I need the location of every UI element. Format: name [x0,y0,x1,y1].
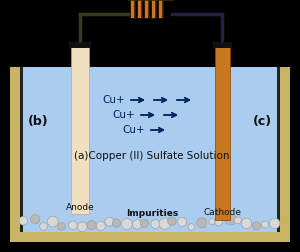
Bar [130,0,135,18]
Text: Cathode: Cathode [203,208,241,217]
Text: Cu+: Cu+ [112,110,135,120]
Circle shape [168,217,176,225]
Circle shape [87,220,96,230]
Bar [152,0,155,18]
Circle shape [252,222,260,230]
Bar [20,67,23,232]
Bar [144,0,149,18]
Bar [23,0,277,67]
Bar [10,67,20,242]
Bar [69,42,91,48]
Bar [215,42,230,220]
Circle shape [140,219,148,228]
Text: Impurities: Impurities [126,209,178,218]
Circle shape [40,223,47,230]
Text: Anode: Anode [66,203,94,212]
Circle shape [197,218,207,228]
Text: (a)Copper (II) Sulfate Solution: (a)Copper (II) Sulfate Solution [74,151,230,161]
Bar [137,0,142,18]
Circle shape [31,214,40,224]
Text: Cu+: Cu+ [102,95,125,105]
Text: Cu+: Cu+ [122,125,145,135]
Bar [213,42,232,48]
Circle shape [209,218,215,225]
Circle shape [225,214,236,225]
Circle shape [96,221,105,231]
Circle shape [188,224,195,230]
Circle shape [215,218,222,226]
Circle shape [262,221,268,228]
Circle shape [235,217,241,224]
Circle shape [269,218,280,229]
Circle shape [19,216,28,225]
Circle shape [77,222,87,232]
Circle shape [178,217,187,227]
Circle shape [112,219,121,227]
Bar [159,0,162,18]
Circle shape [105,217,114,226]
Bar [71,42,89,214]
Bar [145,0,148,18]
Bar [138,0,141,18]
Circle shape [133,220,142,229]
Circle shape [159,218,170,229]
Bar [158,0,163,18]
Text: (c): (c) [253,115,272,129]
Bar [131,0,134,18]
Bar [280,67,290,242]
Circle shape [121,218,132,230]
Bar [20,67,280,232]
Circle shape [151,220,160,228]
Bar [277,67,280,232]
Bar [151,0,156,18]
Text: (b): (b) [28,115,49,129]
Circle shape [241,218,252,229]
Bar [10,232,290,242]
Circle shape [47,216,58,227]
Circle shape [58,223,65,230]
Circle shape [69,221,77,230]
